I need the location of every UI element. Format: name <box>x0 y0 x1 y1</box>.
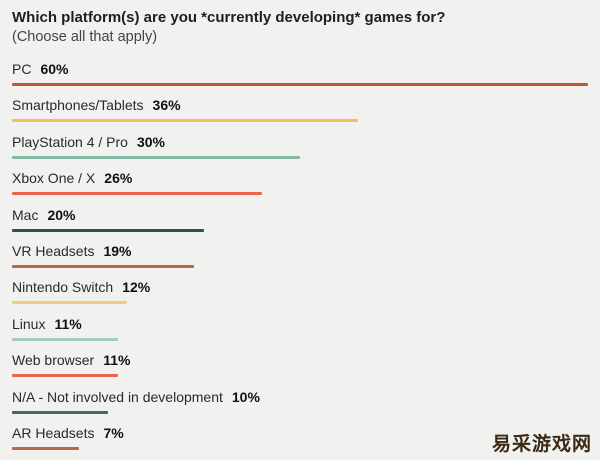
bar-row: Linux 11% <box>12 315 588 347</box>
bar-row: Nintendo Switch 12% <box>12 278 588 310</box>
bar-row: PC 60% <box>12 60 588 92</box>
value-label: 11% <box>103 352 131 369</box>
bar-label: AR Headsets 7% <box>12 424 124 442</box>
value-label: 60% <box>40 61 69 77</box>
category-label: Linux <box>12 315 46 332</box>
category-label: PC <box>12 61 32 77</box>
value-label: 10% <box>231 388 260 405</box>
chart-title: Which platform(s) are you *currently dev… <box>12 9 446 26</box>
value-label: 20% <box>47 206 76 223</box>
category-label: Nintendo Switch <box>12 279 114 296</box>
category-label: VR Headsets <box>12 243 95 259</box>
bar <box>12 337 118 341</box>
bar <box>12 447 80 450</box>
bar <box>12 228 204 232</box>
bar <box>12 155 300 159</box>
bar-label: Linux 11% <box>12 315 82 333</box>
bar-label: PlayStation 4 / Pro 30% <box>12 133 165 151</box>
bar-label: Mac 20% <box>12 206 75 224</box>
value-label: 19% <box>103 243 132 259</box>
value-label: 26% <box>104 170 133 187</box>
category-label: Mac <box>12 206 39 223</box>
bar-row: PlayStation 4 / Pro 30% <box>12 133 588 165</box>
value-label: 12% <box>122 279 151 296</box>
bar <box>12 301 128 305</box>
bar-row: VR Headsets 19% <box>12 242 588 274</box>
bar-row: AR Headsets 7% <box>12 424 588 456</box>
bar-row: N/A - Not involved in development 10% <box>12 388 588 420</box>
bar-label: VR Headsets 19% <box>12 242 132 260</box>
chart-subtitle: (Choose all that apply) <box>12 29 158 45</box>
bar-label: N/A - Not involved in development 10% <box>12 388 260 406</box>
value-label: 11% <box>54 315 82 332</box>
value-label: 7% <box>103 425 124 441</box>
bar <box>12 119 358 123</box>
category-label: Web browser <box>12 352 95 369</box>
category-label: PlayStation 4 / Pro <box>12 133 128 150</box>
category-label: Smartphones/Tablets <box>12 97 144 114</box>
bar-label: Smartphones/Tablets 36% <box>12 96 181 114</box>
bar-row: Xbox One / X 26% <box>12 169 588 201</box>
bar <box>12 410 108 414</box>
bar-row: Mac 20% <box>12 206 588 238</box>
bar-row: Smartphones/Tablets 36% <box>12 96 588 128</box>
bar-label: Web browser 11% <box>12 351 130 369</box>
bar-row: Web browser 11% <box>12 351 588 383</box>
category-label: AR Headsets <box>12 425 95 441</box>
bar <box>12 374 118 378</box>
bar-label: Nintendo Switch 12% <box>12 278 150 296</box>
category-label: Xbox One / X <box>12 170 96 187</box>
bar-label: PC 60% <box>12 60 68 78</box>
bar-label: Xbox One / X 26% <box>12 169 132 187</box>
watermark: 易采游戏网 <box>491 433 592 455</box>
bar <box>12 265 195 268</box>
value-label: 36% <box>152 97 181 114</box>
bar <box>12 192 262 196</box>
category-label: N/A - Not involved in development <box>12 388 223 405</box>
bar <box>12 83 588 86</box>
value-label: 30% <box>136 133 165 150</box>
